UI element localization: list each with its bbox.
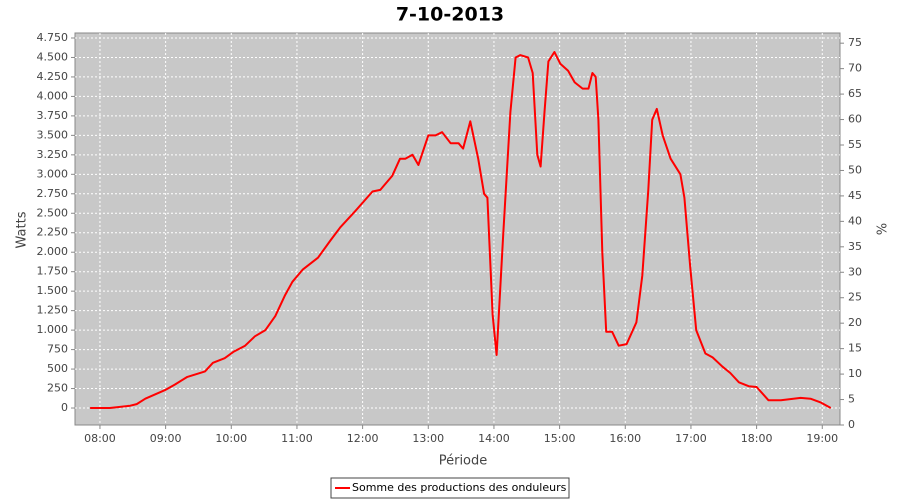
legend-box bbox=[330, 477, 570, 499]
x-tick-label: 14:00 bbox=[478, 432, 510, 445]
y2-tick-label: 40 bbox=[848, 214, 862, 227]
plot-area bbox=[74, 32, 841, 426]
y-tick-label: 1.500 bbox=[37, 284, 69, 297]
y-tick-label: 1.250 bbox=[37, 304, 69, 317]
y-tick-label: 3.500 bbox=[37, 128, 69, 141]
y-tick-label: 2.250 bbox=[37, 226, 69, 239]
y2-tick-label: 60 bbox=[848, 113, 862, 126]
y2-tick-label: 35 bbox=[848, 240, 862, 253]
y2-tick-label: 65 bbox=[848, 87, 862, 100]
line-series bbox=[90, 51, 832, 409]
chart-title: 7-10-2013 bbox=[396, 4, 504, 26]
y-tick-label: 2.000 bbox=[37, 245, 69, 258]
y-tick-label: 2.500 bbox=[37, 206, 69, 219]
y2-tick-label: 15 bbox=[848, 342, 862, 355]
x-tick-label: 10:00 bbox=[215, 432, 247, 445]
x-tick-label: 13:00 bbox=[412, 432, 444, 445]
x-tick-label: 19:00 bbox=[806, 432, 838, 445]
x-tick-label: 11:00 bbox=[281, 432, 313, 445]
y2-tick-label: 55 bbox=[848, 138, 862, 151]
y-tick-label: 4.250 bbox=[37, 70, 69, 83]
y-tick-label: 0 bbox=[61, 401, 68, 414]
x-tick-label: 17:00 bbox=[675, 432, 707, 445]
y-tick-label: 4.000 bbox=[37, 89, 69, 102]
y2-tick-label: 75 bbox=[848, 36, 862, 49]
x-tick-label: 16:00 bbox=[609, 432, 641, 445]
legend-label: Somme des productions des onduleurs bbox=[352, 481, 567, 494]
y2-tick-label: 30 bbox=[848, 265, 862, 278]
y2-tick-label: 10 bbox=[848, 367, 862, 380]
y-tick-label: 3.750 bbox=[37, 109, 69, 122]
y-tick-label: 4.750 bbox=[37, 31, 69, 44]
y2-tick-label: 0 bbox=[848, 418, 855, 431]
y2-tick-label: 20 bbox=[848, 316, 862, 329]
y2-tick-label: 50 bbox=[848, 163, 862, 176]
y2-tick-label: 70 bbox=[848, 62, 862, 75]
y-tick-label: 1.750 bbox=[37, 265, 69, 278]
y2-tick-label: 25 bbox=[848, 291, 862, 304]
y-tick-label: 4.500 bbox=[37, 50, 69, 63]
x-tick-label: 15:00 bbox=[544, 432, 576, 445]
y-tick-label: 500 bbox=[47, 362, 68, 375]
y-tick-label: 3.000 bbox=[37, 167, 69, 180]
y-tick-label: 1.000 bbox=[37, 323, 69, 336]
x-tick-label: 12:00 bbox=[347, 432, 379, 445]
x-axis-label: Période bbox=[439, 454, 488, 469]
y2-tick-label: 5 bbox=[848, 393, 855, 406]
y-tick-label: 750 bbox=[47, 343, 68, 356]
y2-axis-label: % bbox=[873, 223, 888, 235]
y2-tick-label: 45 bbox=[848, 189, 862, 202]
y-tick-label: 2.750 bbox=[37, 187, 69, 200]
x-tick-label: 08:00 bbox=[84, 432, 116, 445]
y-tick-label: 250 bbox=[47, 382, 68, 395]
y-axis-label: Watts bbox=[15, 211, 30, 248]
x-tick-label: 09:00 bbox=[150, 432, 182, 445]
x-tick-label: 18:00 bbox=[741, 432, 773, 445]
y-tick-label: 3.250 bbox=[37, 148, 69, 161]
